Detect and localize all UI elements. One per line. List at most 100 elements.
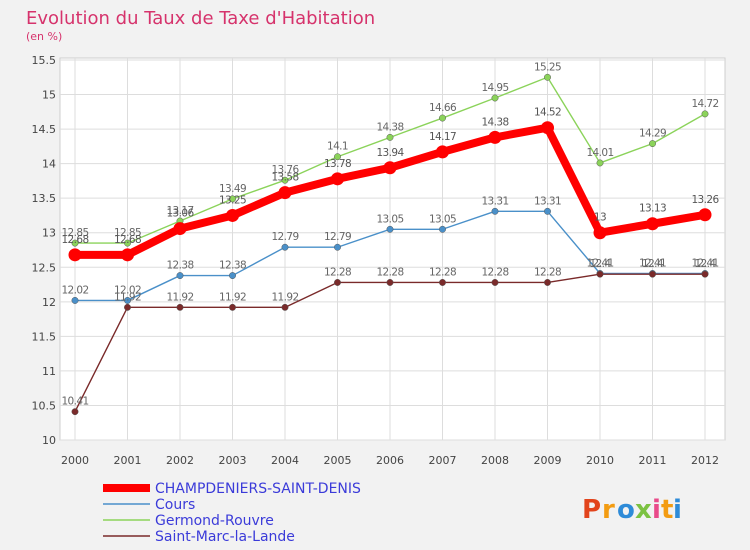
data-label: 13.94 <box>376 147 404 159</box>
x-tick-label: 2001 <box>114 454 142 467</box>
data-label: 12.41 <box>639 257 666 269</box>
data-point <box>383 161 397 175</box>
data-point <box>386 133 394 141</box>
data-point <box>491 279 499 286</box>
series-saint-marc-la-lande: 10.41 11.92 11.92 11.92 11.92 12.28 12.28 12.28… <box>61 258 717 416</box>
series-champdeniers-saint-denis: 12.68 12.68 13.06 13.25 13.58 13.78 13.94 14.17… <box>61 107 720 262</box>
x-tick-label: 2010 <box>586 454 614 467</box>
data-point <box>176 303 184 311</box>
y-tick-label: 15.5 <box>32 54 57 67</box>
data-label: 12.85 <box>61 227 88 239</box>
data-label: 13.05 <box>376 213 403 225</box>
data-point <box>176 272 184 280</box>
logo-letter: r <box>602 495 615 525</box>
y-tick-label: 14 <box>42 158 56 171</box>
data-label: 12.38 <box>166 260 193 272</box>
data-point <box>544 207 551 215</box>
legend-label: Cours <box>155 497 195 513</box>
data-label: 13.78 <box>324 158 351 170</box>
data-label: 12.28 <box>324 266 351 278</box>
logo-letter: t <box>661 495 673 525</box>
legend-label: CHAMPDENIERS-SAINT-DENIS <box>155 481 361 497</box>
data-label: 13.06 <box>166 208 194 220</box>
data-point <box>646 217 659 231</box>
x-tick-label: 2009 <box>534 454 562 467</box>
data-point <box>173 222 187 236</box>
data-label: 13.13 <box>639 203 666 215</box>
data-point <box>439 225 446 233</box>
data-label: 12.38 <box>219 260 246 272</box>
x-tick-label: 2012 <box>691 454 719 467</box>
grid-lines <box>60 58 725 441</box>
x-tick-label: 2011 <box>639 454 667 467</box>
y-tick-label: 14.5 <box>32 123 57 136</box>
data-label: 12.28 <box>376 266 403 278</box>
data-label: 13.76 <box>271 164 299 176</box>
x-tick-label: 2006 <box>376 454 404 467</box>
data-label: 14.17 <box>429 131 456 143</box>
data-point <box>226 208 239 222</box>
data-label: 12.02 <box>114 284 141 296</box>
data-point <box>593 226 607 240</box>
data-point <box>698 208 712 222</box>
series-cours: 12.02 12.02 12.38 12.38 12.79 12.79 13.05 13.05… <box>61 195 719 304</box>
data-point <box>386 279 394 286</box>
legend: CHAMPDENIERS-SAINT-DENISCoursGermond-Rou… <box>103 481 361 545</box>
data-label: 10.41 <box>61 396 88 408</box>
logo-letter: x <box>635 495 652 525</box>
chart-subtitle: (en %) <box>26 30 62 43</box>
data-point <box>71 239 79 247</box>
data-label: 12.28 <box>429 266 456 278</box>
data-point <box>331 172 344 186</box>
data-point <box>649 140 656 148</box>
data-point <box>229 195 236 203</box>
data-point <box>281 176 289 184</box>
data-label: 14.66 <box>429 102 457 114</box>
data-point <box>596 270 604 278</box>
y-tick-label: 13.5 <box>32 192 57 205</box>
data-label: 12.4 <box>590 258 612 270</box>
data-label: 11.92 <box>166 291 193 303</box>
x-tick-label: 2000 <box>61 454 89 467</box>
data-label: 12.28 <box>534 266 561 278</box>
data-point <box>488 130 502 144</box>
y-tick-label: 13 <box>42 227 56 240</box>
data-point <box>544 73 551 81</box>
data-point <box>439 279 446 286</box>
data-point <box>334 153 341 161</box>
y-tick-label: 10 <box>42 434 56 447</box>
data-point <box>436 145 449 159</box>
data-label: 14.29 <box>639 128 666 140</box>
data-point <box>701 270 709 278</box>
data-point <box>596 159 604 167</box>
data-label: 14.38 <box>376 121 403 133</box>
data-point <box>334 243 341 251</box>
x-tick-label: 2004 <box>271 454 299 467</box>
data-label: 15.25 <box>534 61 561 73</box>
data-label: 13.26 <box>691 194 719 206</box>
data-label: 11.92 <box>219 291 246 303</box>
data-point <box>701 110 709 118</box>
data-label: 13 <box>594 212 606 224</box>
logo-letter: P <box>582 495 601 525</box>
data-point <box>281 303 289 311</box>
x-tick-label: 2008 <box>481 454 509 467</box>
data-label: 14.38 <box>481 116 508 128</box>
data-point <box>121 248 134 262</box>
data-label: 14.95 <box>481 82 508 94</box>
data-label: 12.28 <box>481 266 508 278</box>
data-point <box>649 270 656 278</box>
logo-letter: i <box>652 495 661 525</box>
data-point <box>544 279 551 286</box>
data-label: 13.58 <box>271 172 298 184</box>
data-label: 12.02 <box>61 284 88 296</box>
y-tick-label: 11.5 <box>32 330 57 343</box>
data-label: 13.31 <box>534 195 561 207</box>
chart-title: Evolution du Taux de Taxe d'Habitation <box>26 8 375 29</box>
data-point <box>124 296 131 304</box>
data-point <box>229 272 236 280</box>
logo-letter: i <box>673 495 682 525</box>
x-axis: 2000 2001 2002 2003 2004 2005 2006 2007 2008 2009… <box>61 454 719 467</box>
